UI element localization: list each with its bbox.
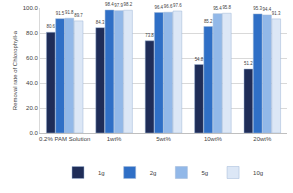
svg-text:91.8: 91.8 — [65, 10, 74, 15]
svg-text:Removal rate of Chlorophyll-a: Removal rate of Chlorophyll-a — [12, 30, 18, 110]
svg-text:91.5: 91.5 — [56, 11, 65, 16]
svg-text:0.2% PAM Solution: 0.2% PAM Solution — [39, 136, 90, 142]
svg-text:95.4: 95.4 — [213, 6, 222, 11]
svg-text:96.6: 96.6 — [164, 4, 173, 9]
svg-text:85.2: 85.2 — [204, 19, 213, 24]
svg-text:80.0: 80.0 — [26, 30, 38, 36]
svg-text:97.6: 97.6 — [173, 3, 182, 8]
svg-text:91.3: 91.3 — [272, 11, 281, 16]
svg-text:54.8: 54.8 — [195, 57, 204, 62]
svg-text:95.8: 95.8 — [222, 5, 231, 10]
svg-text:51.2: 51.2 — [244, 61, 253, 66]
svg-text:94.4: 94.4 — [263, 7, 272, 12]
svg-text:73.8: 73.8 — [145, 33, 154, 38]
svg-text:10g: 10g — [253, 170, 263, 176]
svg-text:20wt%: 20wt% — [253, 136, 272, 142]
svg-text:89.7: 89.7 — [74, 13, 83, 18]
svg-text:5g: 5g — [201, 170, 208, 176]
svg-text:84.3: 84.3 — [96, 20, 105, 25]
svg-text:98.2: 98.2 — [124, 2, 133, 7]
svg-text:40.0: 40.0 — [26, 80, 38, 86]
svg-text:100.0: 100.0 — [23, 5, 39, 11]
svg-text:96.4: 96.4 — [154, 5, 163, 10]
svg-text:5wt%: 5wt% — [156, 136, 171, 142]
svg-text:0.0: 0.0 — [29, 130, 38, 136]
svg-text:80.6: 80.6 — [46, 24, 55, 29]
svg-text:95.3: 95.3 — [253, 6, 262, 11]
svg-text:60.0: 60.0 — [26, 55, 38, 61]
svg-text:1g: 1g — [98, 170, 105, 176]
svg-text:1wt%: 1wt% — [107, 136, 122, 142]
svg-text:10wt%: 10wt% — [204, 136, 223, 142]
svg-text:2g: 2g — [150, 170, 157, 176]
svg-text:97.9: 97.9 — [114, 3, 123, 8]
svg-text:20.0: 20.0 — [26, 105, 38, 111]
svg-text:98.4: 98.4 — [105, 2, 114, 7]
